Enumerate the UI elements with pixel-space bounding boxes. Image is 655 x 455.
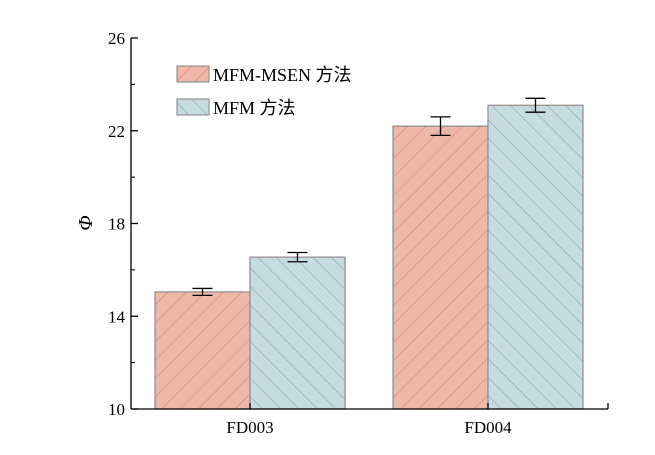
bar-fd004-series-1 bbox=[487, 104, 584, 410]
legend-swatch bbox=[176, 65, 210, 83]
bar-fd004-series-0 bbox=[392, 125, 489, 410]
y-tick-label: 10 bbox=[108, 400, 125, 419]
x-tick-label-fd003: FD003 bbox=[226, 418, 273, 437]
legend: MFM-MSEN 方法 MFM 方法 bbox=[176, 65, 352, 118]
y-tick-label: 22 bbox=[108, 122, 125, 141]
y-tick-label: 18 bbox=[108, 215, 125, 234]
error-bar-fd004-series-0 bbox=[430, 116, 451, 137]
legend-swatch bbox=[176, 98, 210, 116]
legend-label: MFM-MSEN 方法 bbox=[213, 65, 352, 85]
x-tick-label-fd004: FD004 bbox=[464, 418, 512, 437]
bar-fd003-series-0 bbox=[154, 291, 251, 410]
legend-entry-1: MFM 方法 bbox=[176, 98, 296, 118]
y-tick-label: 26 bbox=[108, 29, 125, 48]
y-axis-title: Φ bbox=[75, 215, 97, 230]
legend-entry-0: MFM-MSEN 方法 bbox=[176, 65, 352, 85]
x-axis: FD003 FD004 bbox=[131, 403, 609, 437]
error-bar-fd003-series-0 bbox=[192, 287, 213, 297]
bar-fd003-series-1 bbox=[249, 256, 346, 410]
plot-area bbox=[154, 97, 584, 410]
error-bar-fd003-series-1 bbox=[287, 251, 308, 263]
legend-label: MFM 方法 bbox=[213, 98, 296, 118]
y-tick-label: 14 bbox=[108, 307, 126, 326]
y-axis: 10 14 18 22 26 bbox=[108, 29, 138, 419]
error-bar-fd004-series-1 bbox=[525, 97, 546, 113]
